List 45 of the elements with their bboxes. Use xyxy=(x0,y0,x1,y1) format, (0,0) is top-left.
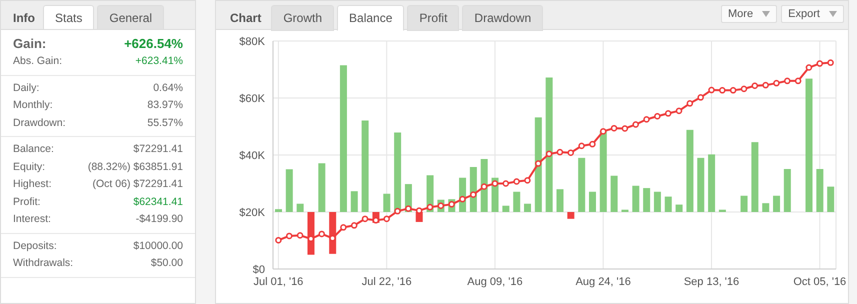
text: Balance: xyxy=(13,142,54,157)
text: $62341.41 xyxy=(133,194,183,210)
text: 83.97% xyxy=(147,98,183,113)
text: Balance xyxy=(337,5,404,31)
text: 0.64% xyxy=(153,80,183,96)
x-tick-label: Aug 24, '16 xyxy=(576,276,631,288)
text: 55.57% xyxy=(147,116,183,130)
x-tick-label: Jul 01, '16 xyxy=(254,276,304,288)
y-tick-label: $40K xyxy=(239,150,266,162)
text: -$4199.90 xyxy=(136,212,183,227)
y-tick-label: $0 xyxy=(252,264,265,276)
x-tick-label: Oct 05, '16 xyxy=(793,276,846,288)
y-tick-label: $20K xyxy=(239,206,266,219)
text: Export xyxy=(781,5,844,23)
x-tick-label: Jul 22, '16 xyxy=(362,276,412,288)
text: Daily: xyxy=(13,80,40,96)
text: (88.32%) $63851.91 xyxy=(88,160,183,174)
text: Stats xyxy=(43,5,94,31)
text: Deposits: xyxy=(13,238,57,254)
text: Abs. Gain: xyxy=(13,54,62,69)
text: Info xyxy=(12,10,36,27)
text: Profit: xyxy=(13,194,40,210)
text: +623.41% xyxy=(135,54,183,69)
text: Drawdown: xyxy=(13,116,66,130)
x-tick-label: Aug 09, '16 xyxy=(467,276,523,288)
text: General xyxy=(97,5,164,31)
text: Gain: xyxy=(13,35,46,53)
text: Equity: xyxy=(13,160,46,174)
text: Growth xyxy=(271,5,334,31)
text: $50.00 xyxy=(150,256,183,271)
text: $10000.00 xyxy=(133,238,183,254)
y-tick-label: $60K xyxy=(239,92,266,105)
text: Monthly: xyxy=(13,98,53,113)
text: Highest: xyxy=(13,177,52,192)
y-tick-label: $80K xyxy=(239,36,266,48)
text: More xyxy=(721,5,778,23)
x-tick-label: Sep 13, '16 xyxy=(684,276,740,288)
text: $72291.41 xyxy=(133,142,183,157)
text: Withdrawals: xyxy=(13,256,74,271)
chart-title: Chart xyxy=(229,10,262,27)
text: (Oct 06) $72291.41 xyxy=(92,177,183,192)
text: Profit xyxy=(407,5,460,31)
text: Drawdown xyxy=(462,5,544,31)
text: Interest: xyxy=(13,212,51,227)
text: +626.54% xyxy=(124,35,183,53)
